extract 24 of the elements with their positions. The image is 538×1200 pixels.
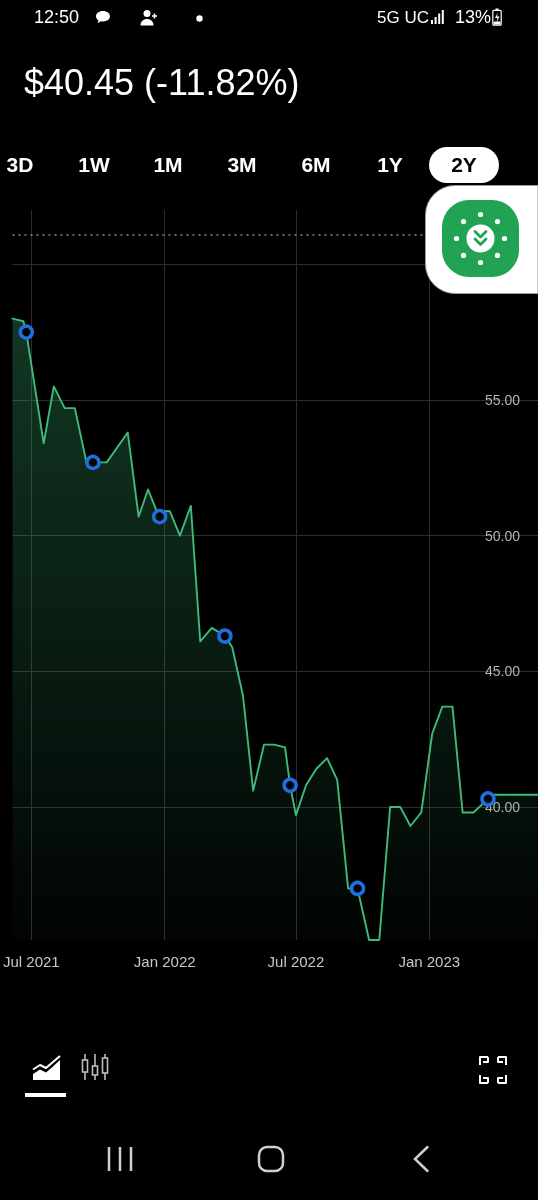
- point: [349, 880, 366, 897]
- point: [85, 454, 101, 471]
- text: 13%: [455, 7, 492, 28]
- x-tick-label: Jul 2021: [3, 953, 60, 970]
- y-tick-label: 55.00: [484, 391, 521, 408]
- text: 1W: [77, 152, 111, 178]
- text: 12:50: [34, 7, 80, 28]
- text: 1Y: [376, 152, 404, 178]
- y-tick-label: 50.00: [484, 527, 521, 544]
- text: 5G UC: [377, 8, 429, 28]
- text: 3D: [5, 152, 35, 178]
- x-tick-label: Jan 2022: [133, 953, 196, 970]
- selected-tab: 2Y: [429, 147, 499, 183]
- text: 6M: [300, 152, 332, 178]
- point: [282, 777, 298, 794]
- y-tick-label: 45.00: [484, 663, 521, 680]
- x-tick-label: Jan 2023: [398, 953, 461, 970]
- point: [151, 508, 168, 525]
- text: 3M: [226, 152, 258, 178]
- chart-subtitle: $40.45 (-11.82%): [24, 62, 300, 104]
- text: 1M: [152, 152, 184, 178]
- x-tick-label: Jul 2022: [267, 953, 325, 970]
- point: [18, 324, 35, 340]
- point: [217, 628, 233, 644]
